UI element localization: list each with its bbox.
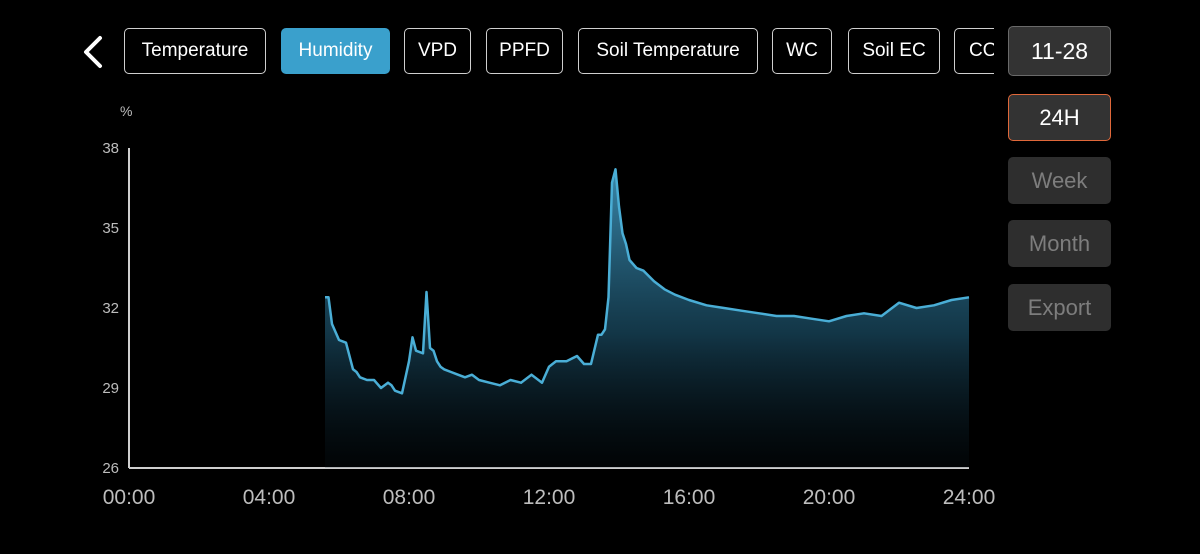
x-tick-label: 08:00: [383, 486, 436, 509]
tab-ppfd[interactable]: PPFD: [486, 28, 563, 74]
x-tick-label: 24:00: [943, 486, 996, 509]
y-tick-label: 38: [102, 140, 119, 157]
back-button[interactable]: [74, 30, 114, 74]
export-button[interactable]: Export: [1008, 284, 1111, 331]
tab-temperature[interactable]: Temperature: [124, 28, 266, 74]
y-tick-label: 32: [102, 300, 119, 317]
x-tick-label: 04:00: [243, 486, 296, 509]
chevron-left-icon: [84, 36, 102, 68]
range-month-button[interactable]: Month: [1008, 220, 1111, 267]
tab-co[interactable]: CO: [954, 28, 994, 74]
tab-soil-ec[interactable]: Soil EC: [848, 28, 940, 74]
date-picker-button[interactable]: 11-28: [1008, 26, 1111, 76]
x-tick-label: 00:00: [103, 486, 156, 509]
range-24h-button[interactable]: 24H: [1008, 94, 1111, 141]
tab-wc[interactable]: WC: [772, 28, 832, 74]
y-tick-label: 29: [102, 380, 119, 397]
humidity-area: [325, 169, 969, 469]
x-tick-label: 16:00: [663, 486, 716, 509]
tab-vpd[interactable]: VPD: [404, 28, 471, 74]
x-tick-label: 12:00: [523, 486, 576, 509]
tab-humidity[interactable]: Humidity: [281, 28, 390, 74]
tab-soil-temperature[interactable]: Soil Temperature: [578, 28, 758, 74]
range-week-button[interactable]: Week: [1008, 157, 1111, 204]
humidity-series-line: [325, 168, 970, 395]
metric-tabs: Temperature Humidity VPD PPFD Soil Tempe…: [124, 28, 994, 76]
y-axis-unit: %: [120, 103, 133, 119]
y-tick-label: 26: [102, 460, 119, 477]
x-tick-label: 20:00: [803, 486, 856, 509]
y-tick-label: 35: [102, 220, 119, 237]
